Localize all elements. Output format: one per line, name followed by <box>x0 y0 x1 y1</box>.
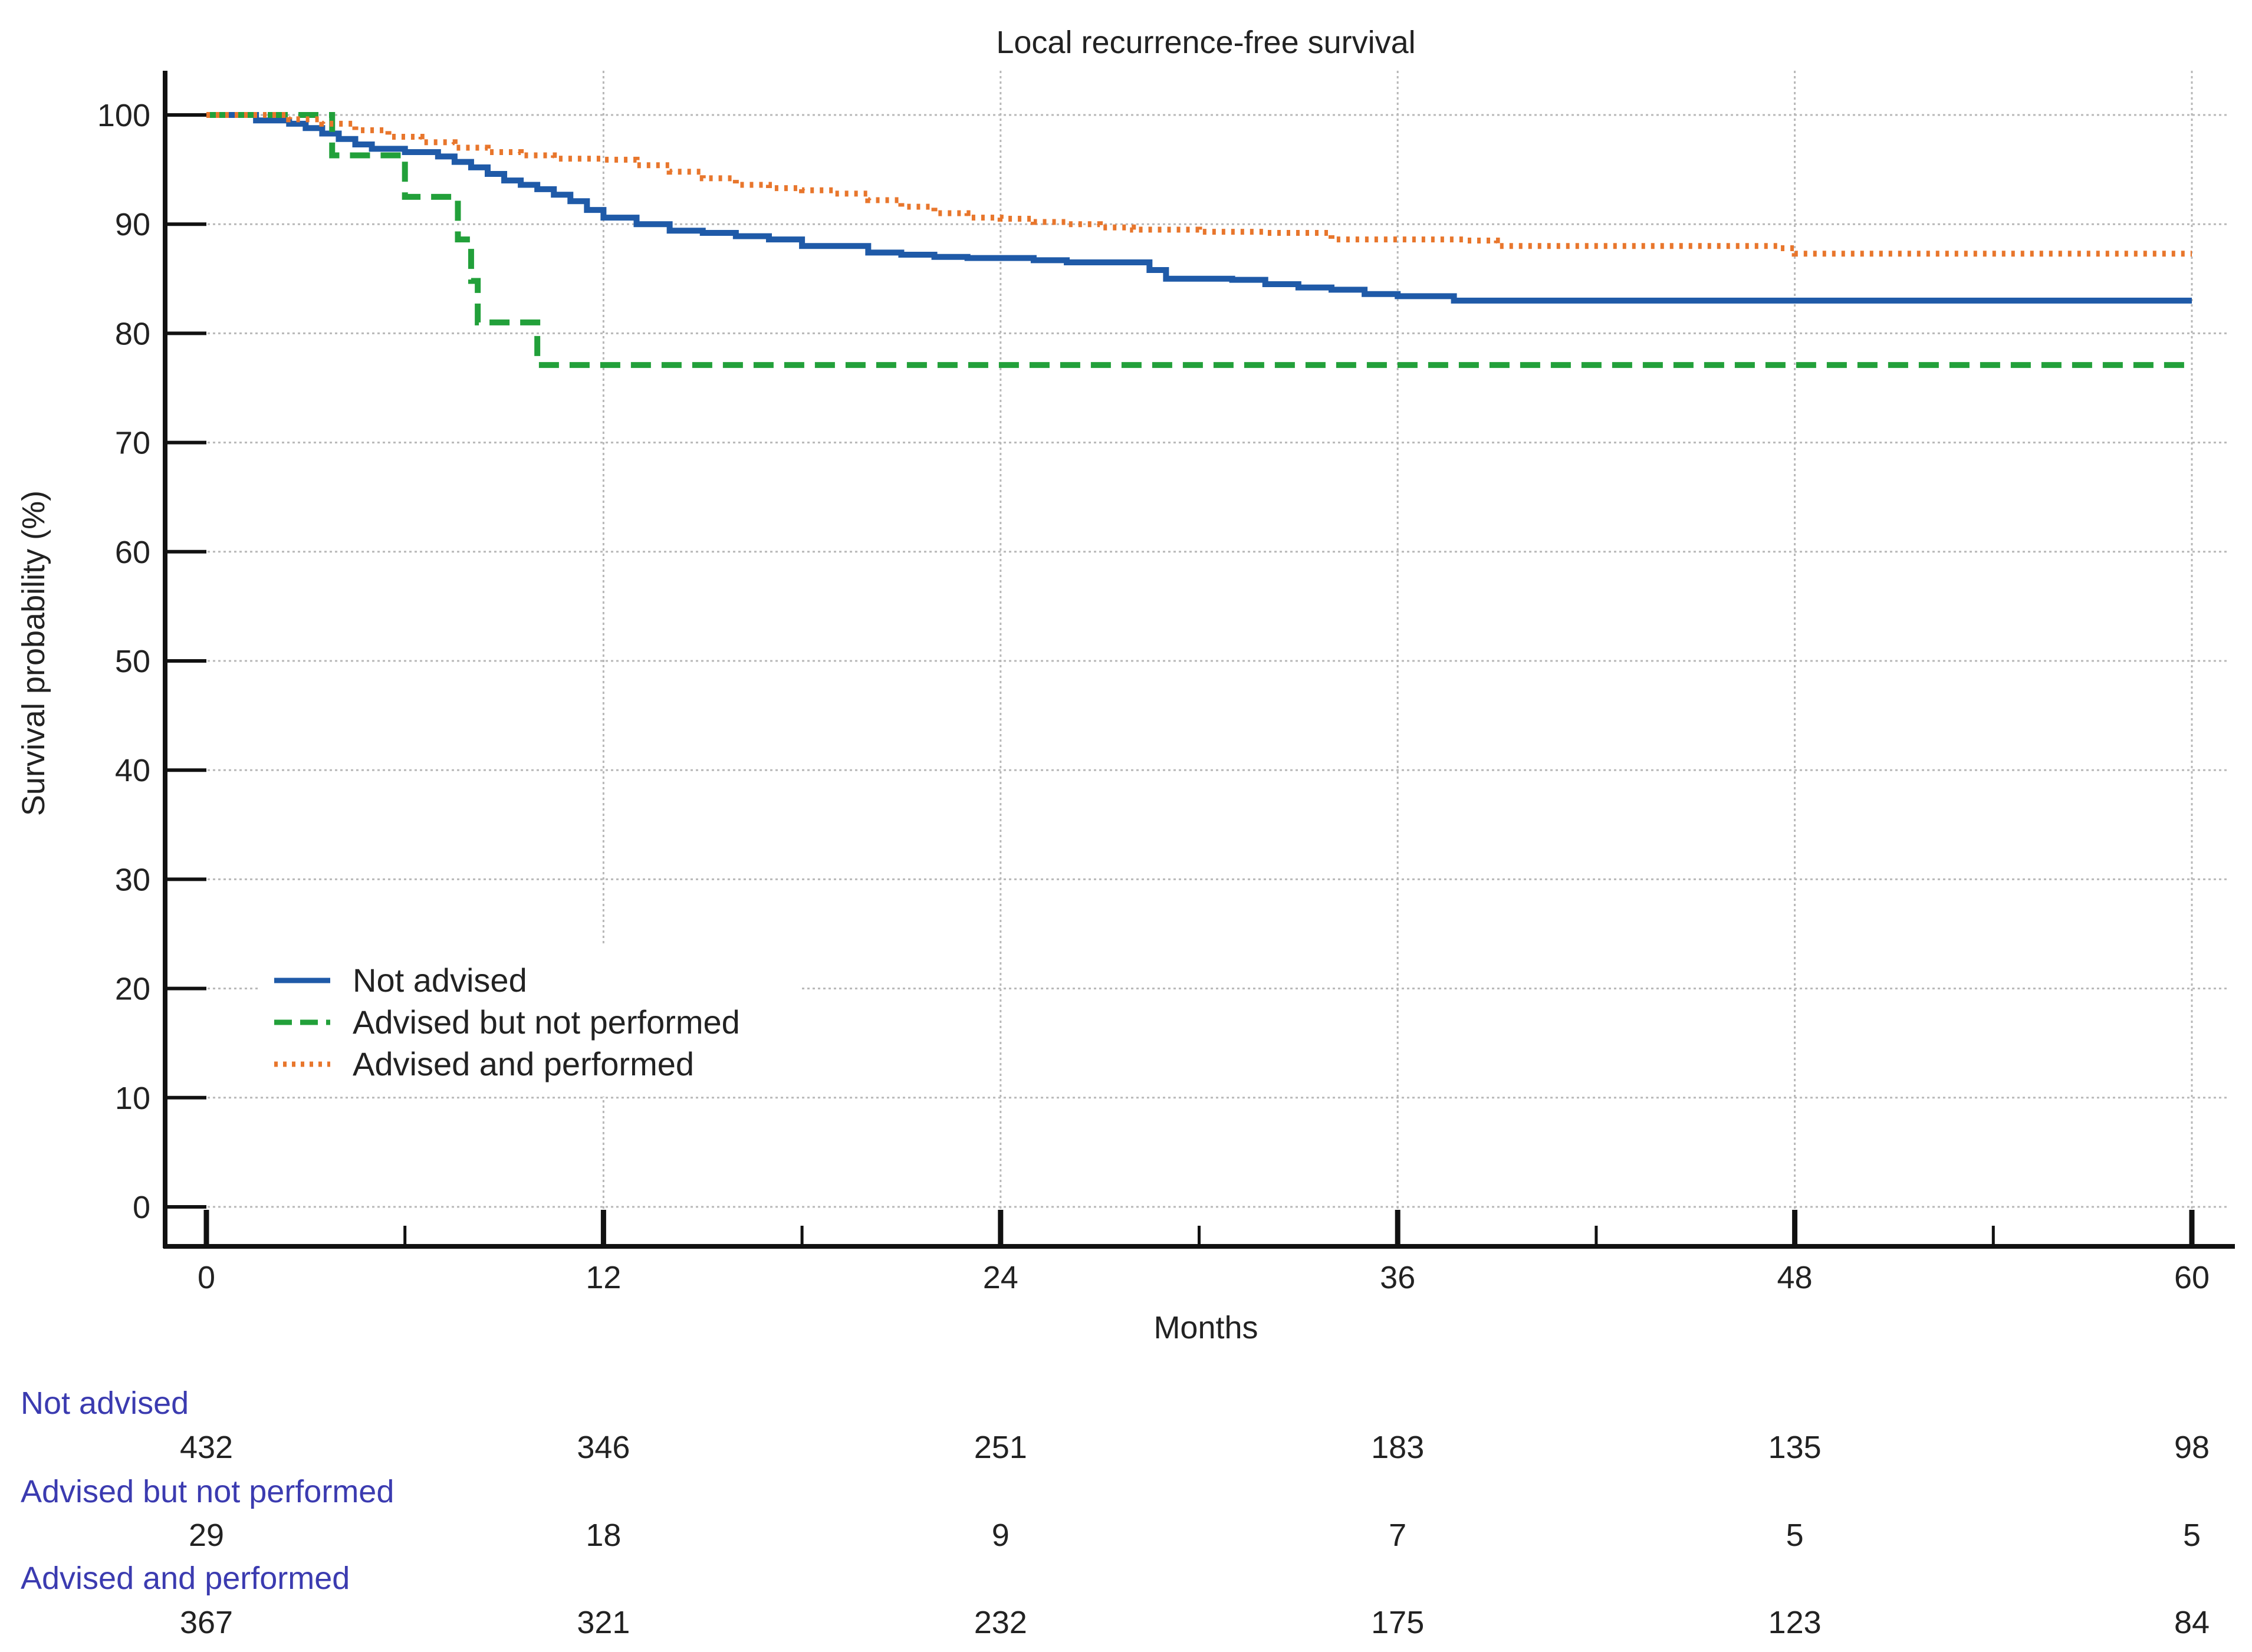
x-tick-label: 36 <box>1380 1260 1415 1295</box>
x-tick-label: 12 <box>586 1260 621 1295</box>
legend: Not advised Advised but not performed Ad… <box>259 943 802 1097</box>
x-tick-label: 60 <box>2174 1260 2210 1295</box>
risk-value: 84 <box>2174 1605 2210 1640</box>
y-tick-label: 70 <box>115 426 150 461</box>
x-tick-label: 24 <box>983 1260 1018 1295</box>
y-tick-label: 20 <box>115 972 150 1007</box>
risk-table: Not advised Advised but not performed Ad… <box>21 1386 2210 1640</box>
series-line-advised-and-performed <box>206 112 2192 257</box>
risk-value: 432 <box>180 1430 233 1465</box>
series-line-not-advised <box>206 112 2192 304</box>
risk-value: 321 <box>577 1605 630 1640</box>
series-line-advised-but-not-performed <box>206 112 2192 368</box>
risk-values: 432 346 251 183 135 98 29 18 9 7 5 5 367 321 232 175 123… <box>180 1430 2210 1640</box>
y-tick-label: 0 <box>133 1190 150 1225</box>
grid-layer <box>165 71 2227 1246</box>
legend-label-not-advised: Not advised <box>353 962 527 999</box>
risk-row-label-not-advised: Not advised <box>21 1386 189 1421</box>
chart-title: Local recurrence-free survival <box>996 25 1415 60</box>
x-axis-label: Months <box>1153 1310 1258 1345</box>
x-tick-label: 48 <box>1777 1260 1813 1295</box>
risk-value: 346 <box>577 1430 630 1465</box>
series-layer <box>206 112 2192 368</box>
risk-value: 9 <box>992 1518 1010 1553</box>
y-tick-label: 40 <box>115 753 150 788</box>
risk-value: 367 <box>180 1605 233 1640</box>
legend-label-advised-performed: Advised and performed <box>353 1045 694 1082</box>
ticks-layer: 0 10 20 30 40 50 60 70 80 90 100 0 12 24 36 48 60 <box>97 98 2210 1295</box>
y-axis-label: Survival probability (%) <box>16 491 51 816</box>
risk-value: 251 <box>974 1430 1027 1465</box>
risk-row-label-advised-not-performed: Advised but not performed <box>21 1474 394 1509</box>
y-tick-label: 100 <box>97 98 150 133</box>
y-tick-label: 60 <box>115 535 150 570</box>
risk-value: 135 <box>1768 1430 1822 1465</box>
x-tick-label: 0 <box>198 1260 215 1295</box>
risk-value: 183 <box>1371 1430 1424 1465</box>
risk-value: 5 <box>2183 1518 2201 1553</box>
risk-row-label-advised-performed: Advised and performed <box>21 1561 350 1596</box>
y-tick-label: 30 <box>115 862 150 897</box>
y-tick-label: 90 <box>115 207 150 242</box>
y-tick-label: 10 <box>115 1081 150 1116</box>
y-tick-label: 50 <box>115 644 150 679</box>
risk-value: 123 <box>1768 1605 1822 1640</box>
risk-value: 18 <box>586 1518 621 1553</box>
legend-label-advised-not-performed: Advised but not performed <box>353 1003 740 1041</box>
risk-value: 98 <box>2174 1430 2210 1465</box>
risk-value: 175 <box>1371 1605 1424 1640</box>
legend-background <box>259 943 802 1097</box>
risk-value: 232 <box>974 1605 1027 1640</box>
risk-value: 7 <box>1389 1518 1406 1553</box>
risk-value: 29 <box>189 1518 224 1553</box>
risk-value: 5 <box>1786 1518 1804 1553</box>
y-tick-label: 80 <box>115 316 150 351</box>
